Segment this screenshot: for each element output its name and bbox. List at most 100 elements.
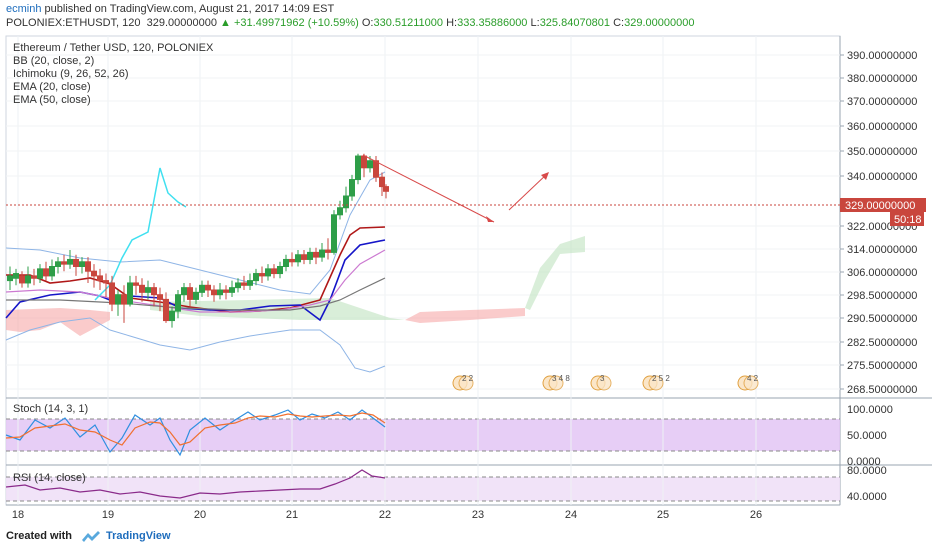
ema-20 [5, 249, 386, 313]
candle-up[interactable] [37, 268, 43, 279]
candle-down[interactable] [325, 249, 331, 253]
candle-down[interactable] [289, 258, 295, 263]
candle-down[interactable] [73, 258, 79, 268]
candle-up[interactable] [367, 160, 373, 169]
price-axis-label: 350.00000000 [847, 146, 917, 158]
candle-down[interactable] [271, 268, 277, 275]
rsi-band [6, 477, 840, 501]
rsi-label[interactable]: RSI (14, close) [13, 472, 86, 484]
candle-down[interactable] [139, 284, 145, 293]
candle-up[interactable] [331, 214, 337, 253]
candle-down[interactable] [19, 275, 25, 284]
legend-bb[interactable]: BB (20, close, 2) [13, 55, 95, 67]
economic-event-flag-icon[interactable] [458, 375, 474, 391]
candle-up[interactable] [145, 287, 151, 293]
candle-down[interactable] [259, 273, 265, 277]
candle-down[interactable] [97, 275, 103, 282]
candle-up[interactable] [13, 273, 19, 279]
candle-down[interactable] [163, 298, 169, 322]
candle-up[interactable] [235, 282, 241, 289]
candle-down[interactable] [241, 282, 247, 286]
candle-down[interactable] [361, 155, 367, 169]
candle-down[interactable] [61, 261, 67, 265]
current-price-text: 329.00000000 [845, 200, 915, 212]
candle-down[interactable] [379, 176, 385, 188]
legend-ichimoku[interactable]: Ichimoku (9, 26, 52, 26) [13, 68, 129, 80]
stoch-label[interactable]: Stoch (14, 3, 1) [13, 403, 89, 415]
legend-symbol-title: Ethereum / Tether USD, 120, POLONIEX [13, 42, 214, 54]
arrow-head-icon [541, 172, 549, 180]
legend-ema50[interactable]: EMA (50, close) [13, 94, 91, 106]
price-axis-label: 298.50000000 [847, 290, 917, 302]
candle-down[interactable] [157, 294, 163, 300]
candle-up[interactable] [283, 258, 289, 268]
stoch-d-line [5, 412, 386, 446]
stoch-band [6, 419, 840, 451]
candle-up[interactable] [229, 287, 235, 293]
candle-down[interactable] [383, 186, 389, 192]
economic-event-flag-icon[interactable] [743, 375, 759, 391]
candle-up[interactable] [337, 207, 343, 216]
candle-up[interactable] [49, 266, 55, 277]
candle-down[interactable] [211, 289, 217, 296]
candle-down[interactable] [205, 284, 211, 291]
candle-up[interactable] [127, 282, 133, 305]
candle-up[interactable] [295, 254, 301, 263]
price-axis-label: 275.50000000 [847, 360, 917, 372]
candle-up[interactable] [199, 284, 205, 293]
candle-down[interactable] [223, 289, 229, 293]
candle-up[interactable] [55, 261, 61, 267]
low-value: 325.84070801 [539, 17, 611, 29]
candle-down[interactable] [151, 287, 157, 296]
candle-up[interactable] [319, 249, 325, 258]
candle-down[interactable] [313, 251, 319, 258]
trendline-down[interactable] [362, 154, 495, 223]
candle-down[interactable] [121, 294, 127, 305]
event-count-text: 2 5 2 [652, 374, 670, 383]
candle-up[interactable] [79, 261, 85, 267]
candle-down[interactable] [301, 254, 307, 260]
candle-up[interactable] [247, 280, 253, 286]
candle-down[interactable] [85, 261, 91, 272]
candle-down[interactable] [373, 160, 379, 178]
candle-up[interactable] [349, 179, 355, 197]
candle-up[interactable] [115, 294, 121, 305]
economic-event-flag-icon[interactable] [648, 375, 664, 391]
candle-down[interactable] [133, 282, 139, 286]
candle-up[interactable] [355, 155, 361, 181]
candle-up[interactable] [265, 268, 271, 277]
tradingview-brand[interactable]: TradingView [106, 530, 171, 542]
candle-up[interactable] [343, 195, 349, 209]
candle-down[interactable] [109, 282, 115, 305]
author-link[interactable]: ecminh [6, 3, 42, 15]
stoch-axis-label: 0.0000 [847, 456, 881, 468]
candle-up[interactable] [217, 289, 223, 296]
candle-down[interactable] [103, 280, 109, 284]
candle-up[interactable] [169, 310, 175, 322]
event-count-text: 2 2 [462, 374, 474, 383]
time-axis-label: 18 [12, 509, 24, 521]
candle-up[interactable] [253, 273, 259, 282]
candle-up[interactable] [181, 287, 187, 296]
candle-up[interactable] [67, 258, 73, 265]
candle-up[interactable] [7, 275, 13, 282]
economic-event-flag-icon[interactable] [548, 375, 564, 391]
candle-up[interactable] [277, 266, 283, 275]
candle-up[interactable] [25, 275, 31, 284]
candle-down[interactable] [187, 287, 193, 300]
trendline-up[interactable] [508, 172, 549, 211]
economic-event-flag-icon[interactable] [596, 375, 612, 391]
low-label: L: [530, 17, 540, 29]
candle-down[interactable] [31, 275, 37, 279]
candle-down[interactable] [91, 270, 97, 277]
publish-line: ecminh published on TradingView.com, Aug… [6, 3, 334, 15]
legend-ema20[interactable]: EMA (20, close) [13, 81, 91, 93]
candle-up[interactable] [175, 294, 181, 312]
price-axis-label: 360.00000000 [847, 121, 917, 133]
time-axis-label: 19 [102, 509, 114, 521]
candle-down[interactable] [43, 268, 49, 277]
time-axis-label: 26 [750, 509, 762, 521]
candle-up[interactable] [307, 251, 313, 260]
candle-up[interactable] [193, 291, 199, 300]
